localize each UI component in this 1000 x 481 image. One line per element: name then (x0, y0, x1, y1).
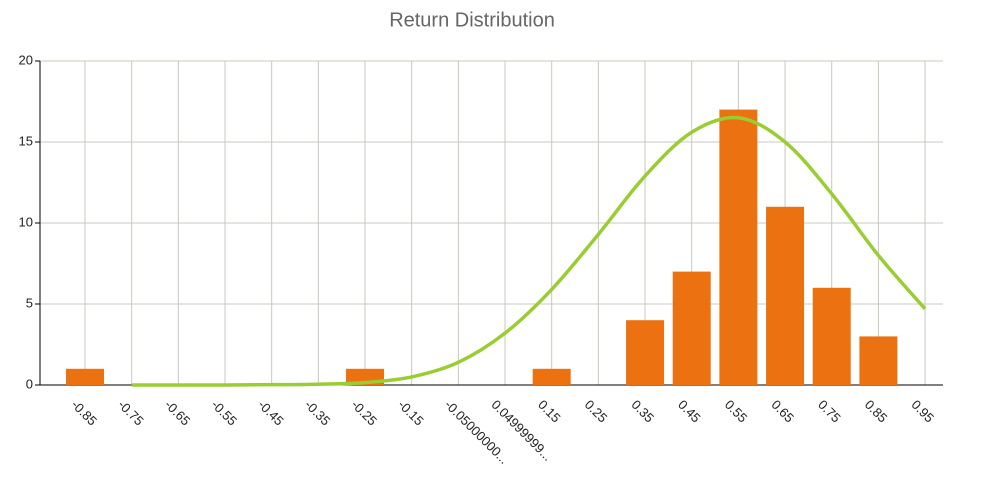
x-tick-label: -0.65 (162, 397, 194, 429)
y-tick-label: 10 (19, 214, 33, 229)
x-tick-label: -0.15 (395, 397, 427, 429)
x-tick-label: -0.55 (208, 397, 240, 429)
x-tick-label: 0.75 (815, 397, 844, 426)
x-tick-label: -0.75 (115, 397, 147, 429)
y-tick-label: 20 (19, 52, 33, 67)
y-tick-label: 15 (19, 133, 33, 148)
y-tick-label: 0 (26, 376, 33, 391)
bar (626, 320, 665, 385)
x-tick-label: 0.55 (722, 397, 751, 426)
bar (66, 368, 104, 385)
x-tick-label: -0.85 (68, 397, 100, 429)
bar (812, 287, 851, 385)
x-tick-label: 0.15 (535, 397, 564, 426)
x-tick-label: 0.45 (675, 397, 704, 426)
x-tick-label: -0.45 (255, 397, 287, 429)
x-tick-label: 0.95 (909, 397, 938, 426)
x-tick-label: -0.35 (302, 397, 334, 429)
bar (532, 368, 571, 385)
x-tick-label: -0.25 (348, 397, 380, 429)
x-tick-label: 0.85 (862, 397, 891, 426)
x-tick-label: 0.35 (628, 397, 657, 426)
x-tick-label: 0.25 (582, 397, 611, 426)
chart-title: Return Distribution (389, 9, 555, 31)
line (131, 115, 927, 387)
bar (859, 336, 898, 385)
bar (672, 271, 711, 385)
x-tick-label: 0.65 (768, 397, 797, 426)
y-tick-label: 5 (26, 295, 33, 310)
bar (719, 109, 758, 385)
bar (766, 206, 805, 385)
